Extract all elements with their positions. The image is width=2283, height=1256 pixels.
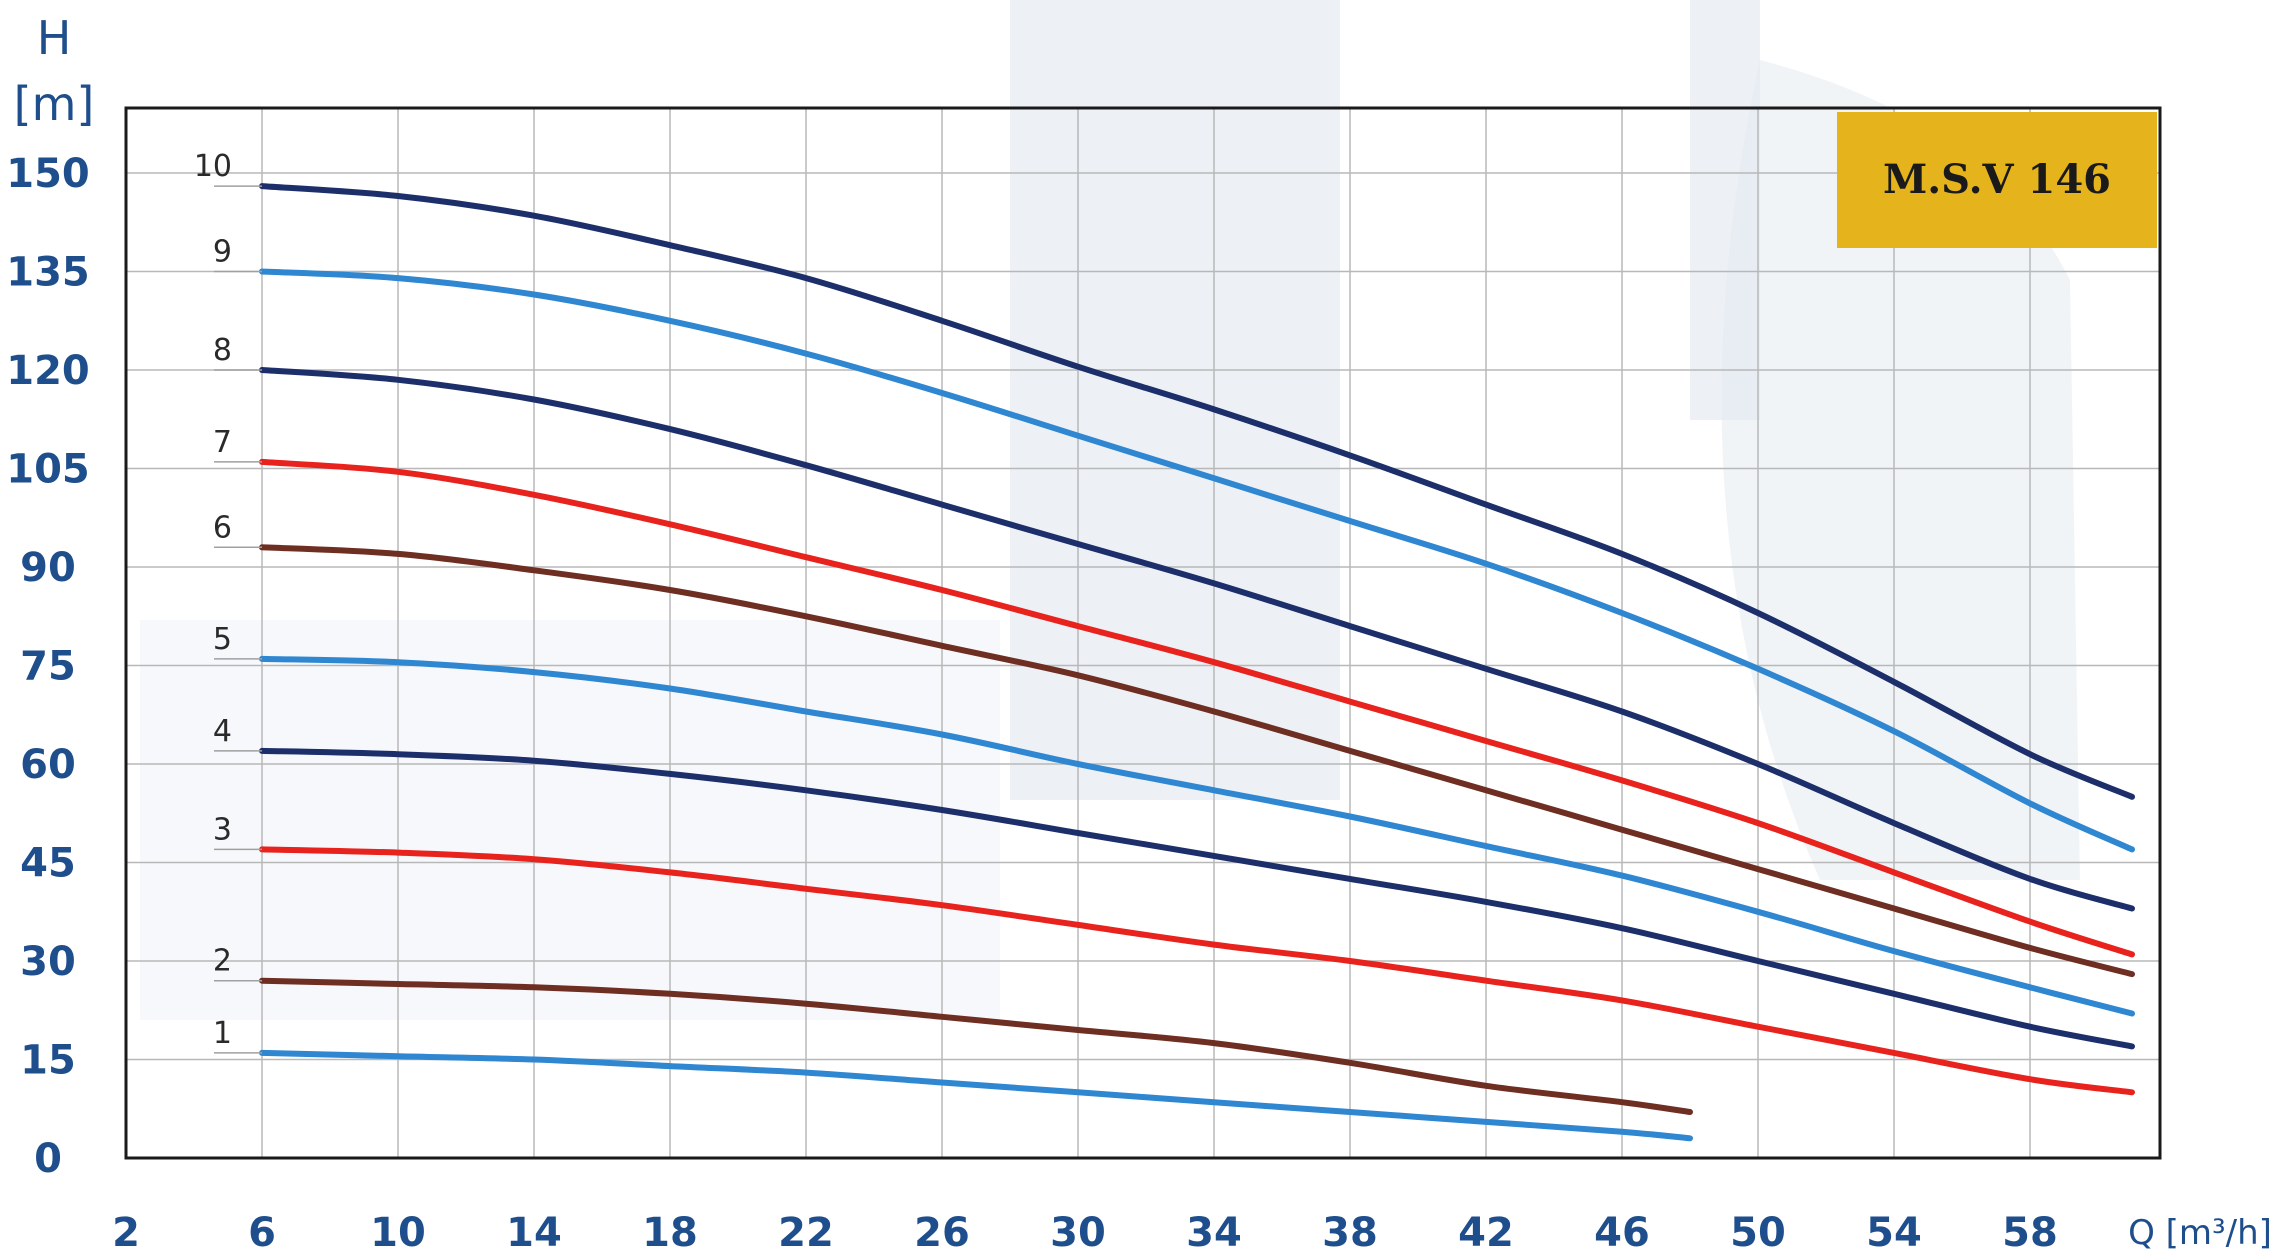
y-tick-label: 150 (6, 151, 90, 197)
curve-stage-1 (259, 1049, 1693, 1142)
x-tick-label: 6 (248, 1210, 276, 1256)
x-tick-label: 54 (1866, 1210, 1922, 1256)
watermark-text-band (140, 620, 1000, 1020)
x-tick-label: 30 (1050, 1210, 1106, 1256)
y-tick-label: 90 (20, 545, 76, 591)
x-tick-labels: 2 6 10 14 18 22 26 30 34 38 42 46 50 54 58 (112, 1210, 2058, 1256)
x-tick-label: 22 (778, 1210, 834, 1256)
y-tick-label: 15 (20, 1038, 76, 1084)
x-tick-label: 26 (914, 1210, 970, 1256)
x-tick-label: 46 (1594, 1210, 1650, 1256)
x-tick-label: 2 (112, 1210, 140, 1256)
x-tick-label: 14 (506, 1210, 562, 1256)
stage-labels: 1 2 3 4 5 6 7 8 9 10 (194, 149, 262, 1054)
performance-curves (259, 183, 2135, 1142)
y-axis-label-unit: [m] (14, 77, 95, 131)
background-watermark (140, 0, 2080, 1020)
x-tick-label: 18 (642, 1210, 698, 1256)
y-tick-label: 75 (20, 644, 76, 690)
curve-stage-10 (259, 183, 2135, 800)
x-tick-label: 50 (1730, 1210, 1786, 1256)
x-tick-label: 34 (1186, 1210, 1242, 1256)
y-axis-label-h: H (37, 11, 72, 65)
x-tick-label: 10 (370, 1210, 426, 1256)
stage-label-5: 5 (213, 622, 232, 657)
x-tick-label: 58 (2002, 1210, 2058, 1256)
stage-label-9: 9 (213, 235, 232, 270)
y-tick-label: 135 (6, 250, 90, 296)
stage-label-8: 8 (213, 333, 232, 368)
y-tick-label: 0 (34, 1136, 62, 1182)
y-tick-label: 45 (20, 841, 76, 887)
model-badge: M.S.V 146 (1837, 112, 2157, 248)
plot-frame (124, 106, 2162, 1160)
x-axis-label: Q [m³/h] (2128, 1213, 2272, 1253)
curve-stage-6 (259, 544, 2135, 978)
stage-label-7: 7 (213, 425, 232, 460)
model-badge-box (1837, 112, 2157, 248)
model-title: M.S.V 146 (1883, 156, 2111, 203)
y-tick-label: 60 (20, 742, 76, 788)
curve-stage-3 (259, 846, 2135, 1096)
y-tick-labels: 0 15 30 45 60 75 90 105 120 135 150 (6, 151, 90, 1182)
stage-label-6: 6 (213, 510, 232, 545)
x-tick-label: 38 (1322, 1210, 1378, 1256)
stage-label-2: 2 (213, 944, 232, 979)
stage-label-1: 1 (213, 1016, 232, 1051)
watermark-curve (1721, 60, 2080, 880)
curve-stage-5 (259, 655, 2135, 1017)
stage-label-3: 3 (213, 812, 232, 847)
y-tick-label: 120 (6, 348, 90, 394)
stage-label-10: 10 (194, 149, 232, 184)
curve-stage-2 (259, 977, 1693, 1115)
curve-stage-7 (259, 458, 2135, 958)
curve-stage-4 (259, 747, 2135, 1050)
stage-label-4: 4 (213, 714, 232, 749)
curve-stage-8 (259, 367, 2135, 912)
y-tick-label: 105 (6, 447, 90, 493)
x-tick-label: 42 (1458, 1210, 1514, 1256)
y-tick-label: 30 (20, 939, 76, 985)
curve-stage-9 (259, 268, 2135, 853)
